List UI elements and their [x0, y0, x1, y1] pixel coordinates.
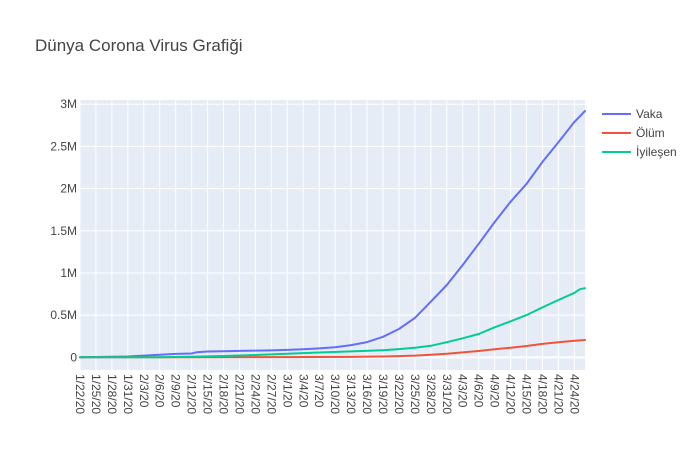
- y-axis-ticks: 0 0.5M 1M 1.5M 2M 2.5M 3M: [50, 97, 77, 364]
- x-tick-label: 3/10/20: [328, 374, 342, 414]
- x-tick-label: 2/24/20: [248, 374, 262, 414]
- legend-item[interactable]: İyileşen: [602, 145, 677, 159]
- x-tick-label: 4/15/20: [520, 374, 534, 414]
- x-tick-label: 3/31/20: [440, 374, 454, 414]
- x-tick-label: 2/18/20: [217, 374, 231, 414]
- x-tick-label: 4/21/20: [551, 374, 565, 414]
- x-tick-label: 4/12/20: [504, 374, 518, 414]
- chart-title: Dünya Corona Virus Grafiği: [35, 36, 243, 55]
- x-tick-label: 4/3/20: [456, 374, 470, 408]
- y-tick-label: 1M: [60, 266, 77, 280]
- x-tick-label: 4/9/20: [488, 374, 502, 408]
- y-tick-label: 0.5M: [50, 308, 77, 322]
- grid-lines: [79, 100, 585, 370]
- x-tick-label: 3/19/20: [376, 374, 390, 414]
- x-tick-label: 3/1/20: [280, 374, 294, 408]
- x-tick-label: 2/6/20: [153, 374, 167, 408]
- y-tick-label: 2.5M: [50, 139, 77, 153]
- x-tick-label: 3/22/20: [392, 374, 406, 414]
- legend-item[interactable]: Vaka: [602, 107, 663, 121]
- x-tick-label: 1/28/20: [105, 374, 119, 414]
- series-line-2[interactable]: [79, 339, 586, 359]
- plot-background: [80, 100, 585, 370]
- x-tick-label: 2/12/20: [185, 374, 199, 414]
- legend-label: Ölüm: [636, 126, 665, 140]
- x-tick-label: 3/28/20: [424, 374, 438, 414]
- legend-label: İyileşen: [636, 145, 677, 159]
- x-tick-label: 4/18/20: [535, 374, 549, 414]
- x-tick-label: 3/25/20: [408, 374, 422, 414]
- series-layer: [79, 110, 586, 359]
- y-tick-label: 1.5M: [50, 224, 77, 238]
- x-tick-label: 3/16/20: [360, 374, 374, 414]
- x-tick-label: 2/21/20: [232, 374, 246, 414]
- x-tick-label: 4/24/20: [567, 374, 581, 414]
- x-tick-label: 3/4/20: [296, 374, 310, 408]
- y-tick-label: 0: [70, 350, 77, 364]
- x-tick-label: 2/15/20: [201, 374, 215, 414]
- legend[interactable]: Vaka Ölüm İyileşen: [602, 107, 677, 159]
- y-tick-label: 3M: [60, 97, 77, 111]
- series-line-1[interactable]: [79, 110, 586, 359]
- x-tick-label: 1/22/20: [73, 374, 87, 414]
- x-tick-label: 1/31/20: [121, 374, 135, 414]
- x-tick-label: 1/25/20: [89, 374, 103, 414]
- series-line-3[interactable]: [79, 287, 586, 359]
- x-tick-label: 3/13/20: [344, 374, 358, 414]
- x-tick-label: 2/9/20: [169, 374, 183, 408]
- legend-item[interactable]: Ölüm: [602, 126, 665, 140]
- x-tick-label: 3/7/20: [312, 374, 326, 408]
- x-tick-label: 2/3/20: [137, 374, 151, 408]
- x-tick-label: 4/6/20: [472, 374, 486, 408]
- x-axis-ticks: 1/22/20 1/25/20 1/28/20 1/31/20 2/3/20 2/6/20…: [73, 374, 581, 414]
- legend-label: Vaka: [636, 107, 663, 121]
- x-tick-label: 2/27/20: [264, 374, 278, 414]
- y-tick-label: 2M: [60, 182, 77, 196]
